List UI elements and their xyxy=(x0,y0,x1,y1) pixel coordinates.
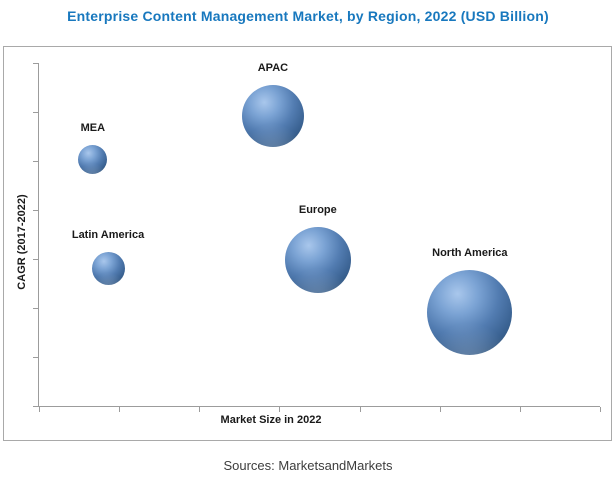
bubble-label-apac: APAC xyxy=(257,62,289,75)
y-axis-title: CAGR (2017-2022) xyxy=(16,194,28,290)
bubble-latin-america xyxy=(91,251,125,285)
bubble-apac xyxy=(241,85,304,148)
bubble-label-latin-america: Latin America xyxy=(71,228,145,241)
y-axis-tick xyxy=(33,357,38,358)
y-axis-tick xyxy=(33,406,38,407)
chart-title: Enterprise Content Management Market, by… xyxy=(67,8,549,24)
bubble-europe xyxy=(284,226,351,293)
x-axis-tick xyxy=(199,407,201,412)
x-axis-title: Market Size in 2022 xyxy=(220,414,322,426)
bubble-label-north-america: North America xyxy=(432,246,508,259)
y-axis-tick xyxy=(33,259,38,260)
plot-area: MEA Latin America APAC Europe North America xyxy=(33,62,601,412)
source-attribution: Sources: MarketsandMarkets xyxy=(223,458,393,473)
x-axis-tick xyxy=(439,407,441,412)
x-axis-tick xyxy=(279,407,281,412)
x-axis-tick xyxy=(600,407,601,412)
bubble-north-america xyxy=(427,269,513,355)
bubble-label-europe: Europe xyxy=(298,203,337,216)
y-axis-tick xyxy=(33,210,38,211)
x-axis-tick xyxy=(359,407,361,412)
bubble-mea xyxy=(78,144,108,174)
x-axis-tick xyxy=(119,407,121,412)
chart-frame: MEA Latin America APAC Europe North America … xyxy=(3,46,612,441)
x-axis-tick xyxy=(39,407,40,412)
x-axis-tick xyxy=(519,407,521,412)
y-axis-tick xyxy=(33,308,38,309)
y-axis-tick xyxy=(33,63,38,64)
y-axis-tick xyxy=(33,161,38,162)
bubble-label-mea: MEA xyxy=(80,121,106,134)
y-axis-tick xyxy=(33,112,38,113)
